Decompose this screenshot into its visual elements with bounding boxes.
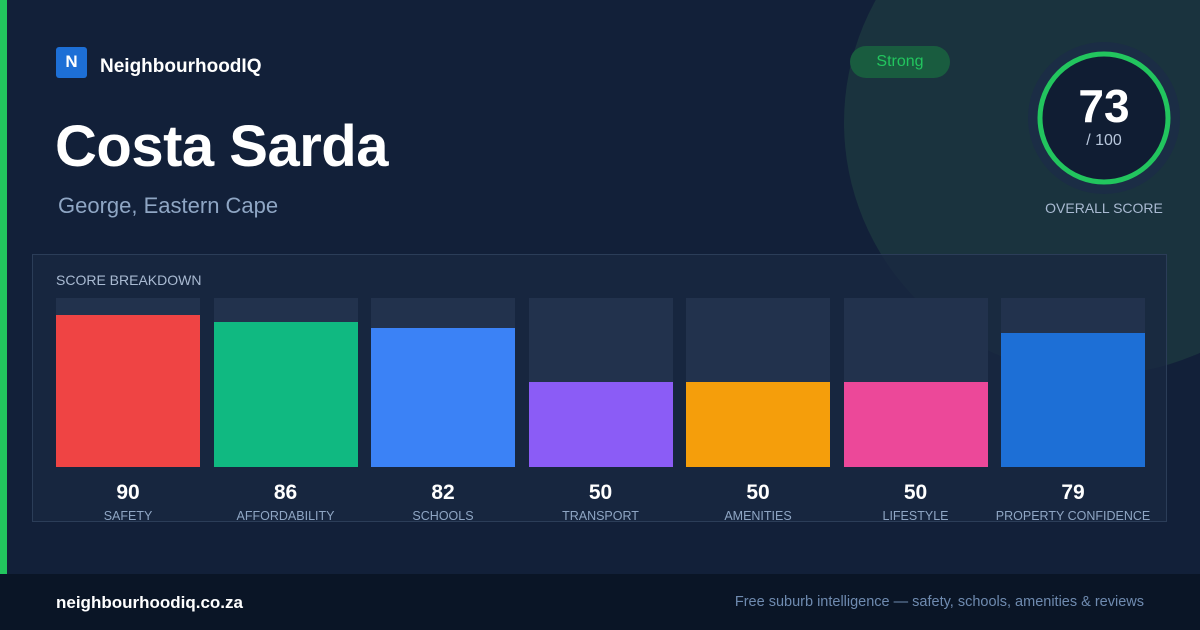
score-ring-progress (1037, 51, 1171, 185)
bar-column-amenities: 50 AMENITIES (686, 298, 830, 523)
overall-score-value: 73 (1078, 80, 1130, 132)
bar-track (1001, 298, 1145, 467)
rating-badge: Strong (850, 46, 950, 78)
bar-label: SCHOOLS (412, 509, 474, 523)
bar-value: 79 (1061, 481, 1085, 504)
bar-label: TRANSPORT (562, 509, 639, 523)
bar-track (528, 298, 673, 467)
bar-value: 90 (116, 481, 140, 504)
overall-score-ring: 73 / 100 (1027, 41, 1181, 195)
bar-fill (528, 382, 673, 467)
footer: neighbourhoodiq.co.za Free suburb intell… (0, 574, 1200, 630)
bar-track (686, 298, 830, 467)
score-breakdown-label: SCORE BREAKDOWN (56, 272, 202, 288)
overall-score-caption: OVERALL SCORE (1045, 200, 1163, 216)
bar-label: AMENITIES (724, 509, 792, 523)
bar-column-schools: 82 SCHOOLS (371, 298, 515, 523)
bar-value: 50 (588, 481, 613, 504)
bar-fill (371, 328, 515, 467)
bar-column-affordability: 86 AFFORDABILITY (213, 298, 358, 523)
bar-label: AFFORDABILITY (236, 509, 335, 523)
brand-name: NeighbourhoodIQ (100, 56, 262, 77)
bar-track (56, 298, 200, 467)
bar-value: 50 (903, 481, 928, 504)
bar-fill (1001, 333, 1145, 467)
bar-track (213, 298, 358, 467)
bar-fill (213, 322, 358, 467)
bar-track (843, 298, 988, 467)
bar-column-lifestyle: 50 LIFESTYLE (843, 298, 988, 523)
bar-value: 50 (746, 481, 770, 504)
bar-column-property-confidence: 79 PROPERTY CONFIDENCE (996, 298, 1150, 523)
bar-track (371, 298, 515, 467)
suburb-location: George, Eastern Cape (58, 193, 279, 218)
bar-column-transport: 50 TRANSPORT (528, 298, 673, 523)
bar-value: 86 (273, 481, 298, 504)
bar-fill (843, 382, 988, 467)
score-breakdown-panel: SCORE BREAKDOWN 90 SAFETY 86 AFFORDABILITY 8… (32, 254, 1167, 523)
score-ring-graphic (1028, 42, 1180, 194)
bar-label: SAFETY (103, 509, 153, 523)
bar-label: PROPERTY CONFIDENCE (995, 509, 1151, 523)
bar-label: LIFESTYLE (882, 509, 949, 523)
bar-fill (686, 382, 830, 467)
accent-strip (0, 0, 7, 574)
brand-logo-icon: N (56, 46, 87, 78)
bar-column-safety: 90 SAFETY (56, 298, 200, 523)
bar-fill (56, 315, 200, 467)
overall-score-max: / 100 (1086, 132, 1122, 149)
footer-url-link[interactable]: neighbourhoodiq.co.za (56, 593, 243, 612)
brand[interactable]: N NeighbourhoodIQ (56, 46, 261, 78)
suburb-title: Costa Sarda (55, 114, 388, 179)
bar-value: 82 (431, 481, 455, 504)
footer-tagline: Free suburb intelligence — safety, schoo… (734, 594, 1144, 610)
